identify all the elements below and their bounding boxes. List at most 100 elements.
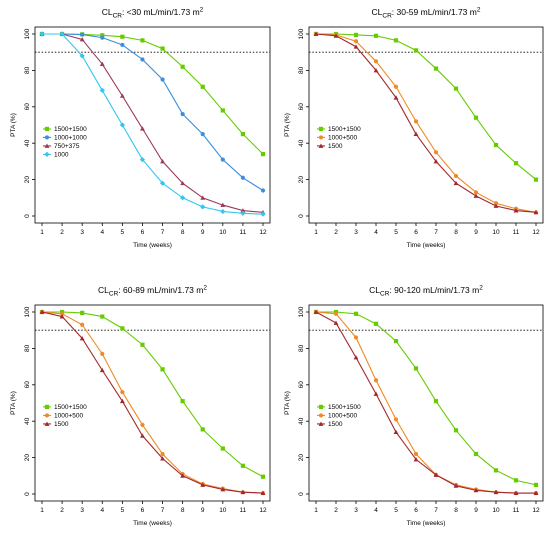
- series-line: [42, 33, 264, 191]
- chart-title-sup: 2: [203, 285, 207, 292]
- legend-entry: 1500: [328, 421, 343, 428]
- plot-frame: [308, 304, 544, 502]
- data-point: [433, 66, 439, 71]
- data-point: [120, 389, 125, 395]
- data-point: [200, 195, 206, 200]
- data-point: [453, 428, 459, 433]
- x-tick-label: 2: [334, 229, 338, 236]
- data-point: [220, 487, 226, 492]
- legend-marker: [44, 413, 50, 418]
- data-point: [59, 311, 65, 316]
- y-tick-label: 80: [298, 344, 305, 352]
- chart-title-sup: 2: [200, 7, 204, 14]
- y-tick-label: 100: [24, 306, 31, 317]
- legend-marker: [44, 404, 50, 410]
- series-line: [316, 311, 537, 486]
- x-tick-label: 9: [474, 507, 478, 514]
- y-tick-label: 0: [298, 214, 305, 218]
- data-point: [393, 38, 399, 43]
- data-point: [200, 482, 206, 487]
- data-point: [373, 378, 379, 383]
- x-tick-label: 10: [492, 229, 500, 236]
- data-point: [140, 342, 145, 347]
- x-tick-label: 6: [414, 229, 418, 236]
- legend-entry: 1000: [54, 152, 69, 159]
- data-point: [373, 391, 379, 396]
- x-tick-label: 3: [80, 229, 84, 236]
- data-point: [100, 351, 105, 356]
- y-tick-label: 0: [24, 492, 31, 496]
- x-tick-label: 5: [394, 507, 398, 514]
- data-point: [353, 44, 359, 49]
- y-tick-label: 60: [24, 103, 31, 111]
- data-point: [413, 366, 419, 371]
- y-tick-label: 0: [24, 214, 31, 218]
- data-point: [453, 86, 459, 91]
- x-tick-label: 4: [374, 507, 378, 514]
- legend-entry: 1000+1000: [54, 135, 87, 142]
- y-tick-label: 20: [24, 454, 31, 462]
- data-point: [473, 487, 479, 493]
- data-point: [180, 64, 185, 69]
- chart-title-main: CL: [98, 285, 109, 295]
- legend-entry: 1500: [328, 143, 343, 150]
- data-point: [240, 175, 246, 180]
- x-tick-label: 11: [240, 229, 247, 236]
- chart-title-sup: 2: [477, 7, 481, 14]
- y-tick-label: 100: [298, 306, 305, 317]
- chart-title: CLCR: 30-59 mL/min/1.73 m2: [372, 7, 481, 20]
- series-750+375: [39, 31, 266, 215]
- data-point: [200, 132, 205, 137]
- data-point: [513, 490, 519, 496]
- data-point: [493, 468, 499, 473]
- data-point: [433, 472, 439, 477]
- data-point: [313, 309, 319, 314]
- x-tick-label: 2: [334, 507, 338, 514]
- y-tick-label: 20: [298, 454, 305, 462]
- data-point: [373, 33, 379, 38]
- y-tick-label: 80: [24, 66, 31, 74]
- series-1500: [313, 309, 539, 496]
- x-tick-label: 8: [454, 229, 458, 236]
- y-tick-label: 100: [298, 28, 305, 39]
- data-point: [59, 31, 65, 37]
- series-line: [41, 311, 264, 494]
- data-point: [140, 38, 145, 43]
- x-tick-label: 1: [314, 229, 318, 236]
- data-point: [79, 335, 85, 341]
- x-tick-label: 3: [354, 229, 358, 236]
- data-point: [453, 180, 459, 186]
- data-point: [493, 142, 499, 148]
- x-tick-label: 11: [240, 507, 247, 514]
- chart-title-sub: CR: [113, 13, 123, 20]
- data-point: [80, 322, 85, 327]
- legend-entry: 1500+1500: [328, 126, 361, 133]
- series-1500: [313, 31, 539, 215]
- legend-entry: 1500+1500: [54, 404, 87, 411]
- series-1000+500: [39, 309, 266, 496]
- chart-panel-4: CLCR: 90-120 mL/min/1.73 m20204060801001…: [284, 285, 544, 527]
- legend-entry: 1500+1500: [54, 126, 87, 133]
- data-point: [373, 59, 379, 64]
- y-tick-label: 80: [24, 344, 31, 352]
- x-axis-label: Time (weeks): [133, 520, 172, 527]
- data-point: [413, 451, 419, 457]
- x-tick-label: 12: [532, 229, 540, 236]
- series-line: [42, 311, 264, 478]
- legend-entry: 1000+500: [328, 135, 357, 142]
- data-point: [160, 46, 165, 51]
- data-point: [513, 478, 519, 483]
- data-point: [160, 456, 165, 461]
- x-tick-label: 10: [492, 507, 500, 514]
- data-point: [413, 457, 419, 462]
- legend-marker: [44, 126, 50, 132]
- data-point: [99, 87, 105, 94]
- legend-marker: [318, 143, 324, 148]
- chart-title-sub: CR: [382, 13, 392, 20]
- data-point: [260, 188, 266, 193]
- x-tick-label: 5: [121, 229, 125, 236]
- x-tick-label: 8: [181, 229, 185, 236]
- data-point: [473, 193, 479, 198]
